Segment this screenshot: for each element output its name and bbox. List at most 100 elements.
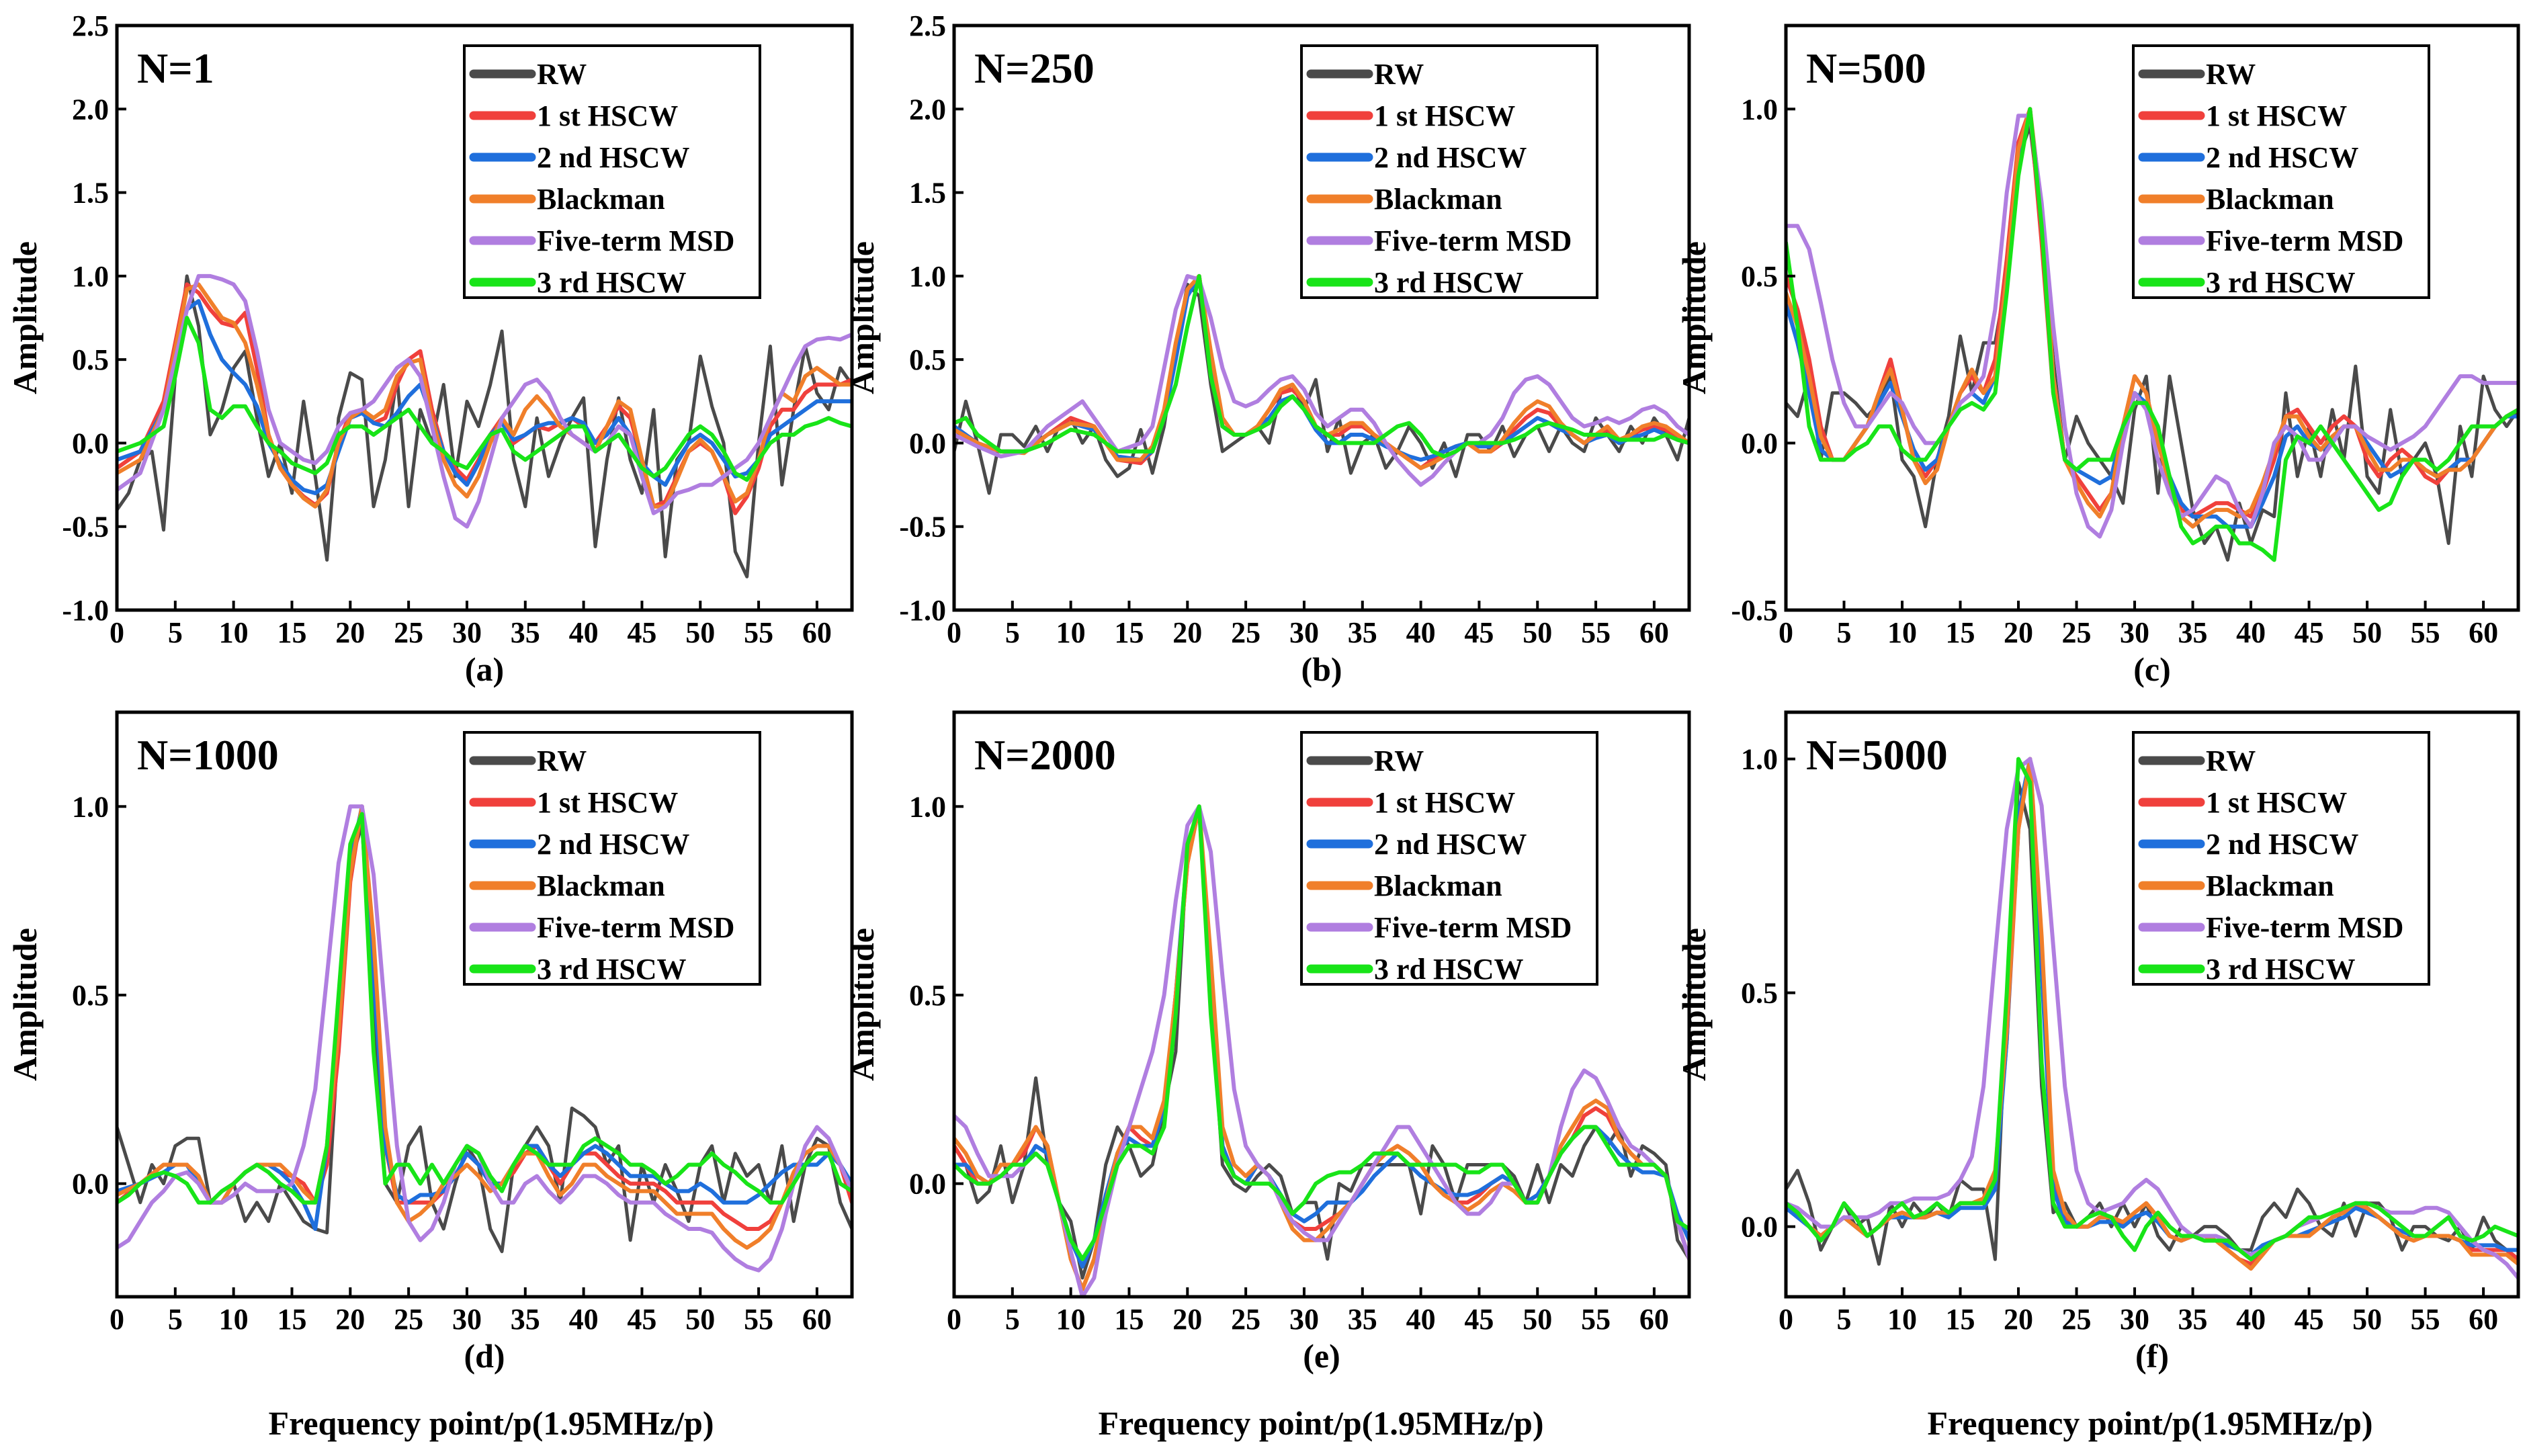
x-tick-label: 35 [1348, 616, 1377, 649]
panel-label: (d) [464, 1337, 505, 1375]
x-tick-label: 60 [802, 1303, 832, 1336]
x-tick-label: 15 [1946, 616, 1975, 649]
x-tick-label: 5 [1837, 1303, 1852, 1336]
y-tick-label: 1.5 [909, 177, 946, 210]
legend-label: Five-term MSD [537, 224, 734, 257]
legend-label: Blackman [1374, 869, 1502, 902]
x-tick-label: 5 [168, 1303, 183, 1336]
y-tick-label: -0.5 [62, 511, 109, 544]
x-tick-label: 20 [1172, 1303, 1202, 1336]
y-tick-label: 1.0 [909, 260, 946, 293]
legend-label: 3 rd HSCW [537, 266, 686, 299]
x-tick-label: 55 [744, 1303, 773, 1336]
x-tick-label: 60 [1639, 1303, 1669, 1336]
legend: RW 1 st HSCW 2 nd HSCW Blackman Five-term MS… [1300, 731, 1598, 986]
legend-box [463, 731, 761, 986]
x-tick-label: 10 [1056, 1303, 1086, 1336]
y-tick-label: 0.0 [909, 1168, 946, 1201]
legend-label: 2 nd HSCW [2206, 141, 2358, 174]
panel-title: N=2000 [974, 731, 1116, 779]
y-tick-label: 1.0 [909, 790, 946, 823]
y-tick-label: 2.0 [909, 93, 946, 126]
x-tick-label: 55 [744, 616, 773, 649]
x-tick-label: 45 [2295, 616, 2324, 649]
panel-title: N=1 [137, 44, 214, 92]
legend-label: 3 rd HSCW [1374, 953, 1523, 986]
y-tick-label: 1.0 [72, 260, 109, 293]
x-tick-label: 45 [1464, 616, 1494, 649]
x-axis-title-e: Frequency point/p(1.95MHz/p) [1099, 1404, 1544, 1442]
x-tick-label: 50 [2352, 1303, 2382, 1336]
panel-title: N=500 [1806, 44, 1926, 92]
x-tick-label: 50 [685, 1303, 715, 1336]
x-tick-label: 15 [277, 616, 306, 649]
x-tick-label: 45 [627, 616, 656, 649]
panel-label: (a) [465, 650, 504, 688]
legend: RW 1 st HSCW 2 nd HSCW Blackman Five-term MS… [463, 731, 761, 986]
legend-label: Five-term MSD [537, 911, 734, 944]
y-axis-title: Amplitude [1675, 241, 1713, 394]
legend-label: 2 nd HSCW [2206, 828, 2358, 861]
legend-box [1300, 44, 1598, 299]
panel-c: 0 5 10 15 20 25 30 35 40 45 50 55 60 -0.5 0.0 0.5 1.0 Amp… [1675, 24, 2520, 688]
y-tick-label: 0.0 [1741, 427, 1778, 460]
y-tick-label: 0.5 [72, 979, 109, 1012]
legend: RW 1 st HSCW 2 nd HSCW Blackman Five-term MS… [2132, 44, 2430, 299]
x-tick-label: 35 [1348, 1303, 1377, 1336]
y-tick-label: 0.0 [72, 1168, 109, 1201]
legend-label: 2 nd HSCW [1374, 828, 1527, 861]
legend-box [1300, 731, 1598, 986]
y-tick-label: 0.5 [1741, 260, 1778, 293]
panel-f: 0 5 10 15 20 25 30 35 40 45 50 55 60 0.0 0.5 1.0 Amplitu… [1675, 710, 2520, 1375]
x-tick-label: 0 [110, 1303, 124, 1336]
x-tick-label: 25 [1231, 1303, 1260, 1336]
x-tick-label: 0 [947, 616, 961, 649]
x-tick-label: 0 [947, 1303, 961, 1336]
y-axis-title: Amplitude [843, 928, 881, 1081]
x-tick-label: 40 [2236, 616, 2266, 649]
x-tick-label: 30 [2120, 1303, 2149, 1336]
legend-label: 1 st HSCW [537, 786, 678, 819]
y-tick-label: 1.0 [1741, 93, 1778, 126]
series-group [1786, 107, 2518, 562]
panel-e: 0 5 10 15 20 25 30 35 40 45 50 55 60 0.0 0.5 1.0 Amplitu… [843, 710, 1691, 1375]
x-tick-label: 20 [2004, 616, 2033, 649]
x-tick-label: 50 [685, 616, 715, 649]
x-tick-label: 35 [2178, 616, 2208, 649]
x-tick-label: 60 [1639, 616, 1669, 649]
x-tick-label: 25 [2062, 616, 2092, 649]
y-tick-label: 0.0 [909, 427, 946, 460]
x-tick-label: 30 [452, 1303, 482, 1336]
legend-label: 1 st HSCW [1374, 786, 1515, 819]
plot-frame [1784, 24, 2520, 612]
x-tick-label: 35 [511, 616, 540, 649]
legend-label: Blackman [537, 869, 665, 902]
series-line-3-rd-hscw [954, 804, 1689, 1261]
x-tick-label: 20 [335, 616, 365, 649]
y-axis-title: Amplitude [843, 241, 881, 394]
legend-label: 3 rd HSCW [1374, 266, 1523, 299]
x-tick-label: 30 [1289, 616, 1319, 649]
y-tick-label: 2.0 [72, 93, 109, 126]
y-tick-label: 0.5 [72, 343, 109, 376]
x-tick-label: 5 [1005, 616, 1020, 649]
plot-frame [1784, 710, 2520, 1299]
series-line-3-rd-hscw [1786, 757, 2518, 1262]
panel-a: 0 5 10 15 20 25 30 35 40 45 50 55 60 -1.0 -0.5 0.0 0.5 1.… [6, 9, 854, 688]
y-tick-label: 0.0 [1741, 1211, 1778, 1244]
x-tick-label: 0 [1779, 616, 1793, 649]
x-tick-label: 10 [219, 1303, 249, 1336]
x-tick-label: 30 [1289, 1303, 1319, 1336]
y-tick-label: 0.5 [909, 979, 946, 1012]
series-line-five-term-msd [954, 804, 1689, 1297]
legend-label: RW [1374, 58, 1424, 91]
legend-label: 2 nd HSCW [1374, 141, 1527, 174]
x-tick-label: 50 [1523, 616, 1552, 649]
x-tick-label: 5 [1837, 616, 1852, 649]
x-tick-label: 55 [1581, 616, 1611, 649]
y-tick-label: 1.0 [1741, 743, 1778, 776]
x-tick-label: 20 [2004, 1303, 2033, 1336]
x-tick-label: 10 [1056, 616, 1086, 649]
panel-title: N=5000 [1806, 731, 1948, 779]
